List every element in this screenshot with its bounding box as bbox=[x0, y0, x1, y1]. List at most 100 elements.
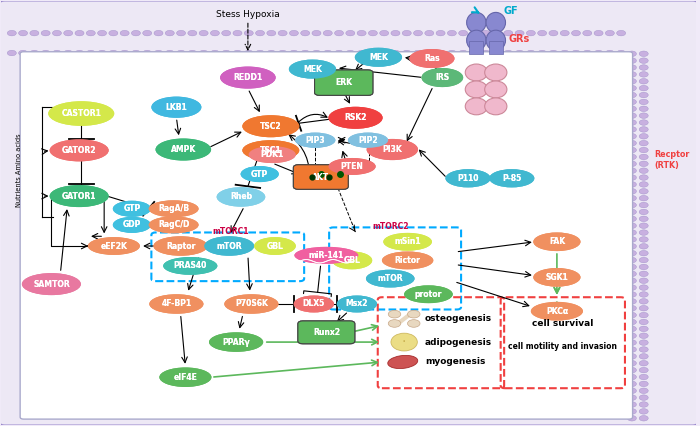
Circle shape bbox=[639, 354, 648, 359]
Text: IRS: IRS bbox=[435, 73, 449, 82]
Circle shape bbox=[379, 50, 389, 56]
Text: mTORC2: mTORC2 bbox=[372, 222, 409, 231]
Circle shape bbox=[627, 99, 636, 105]
Circle shape bbox=[30, 50, 39, 56]
Circle shape bbox=[414, 30, 423, 36]
FancyBboxPatch shape bbox=[293, 165, 348, 189]
Circle shape bbox=[188, 50, 197, 56]
Text: Msx2: Msx2 bbox=[346, 299, 368, 308]
Circle shape bbox=[627, 51, 636, 57]
Circle shape bbox=[639, 395, 648, 400]
Ellipse shape bbox=[421, 68, 463, 87]
Circle shape bbox=[560, 50, 569, 56]
Ellipse shape bbox=[367, 139, 418, 160]
Text: Ras: Ras bbox=[424, 54, 440, 63]
Text: IRS: IRS bbox=[435, 73, 449, 82]
Text: eIF4E: eIF4E bbox=[174, 373, 197, 382]
Text: cell motility and invasion: cell motility and invasion bbox=[508, 342, 617, 351]
Circle shape bbox=[289, 30, 298, 36]
Ellipse shape bbox=[533, 233, 580, 251]
Circle shape bbox=[639, 402, 648, 407]
Circle shape bbox=[256, 50, 265, 56]
Circle shape bbox=[41, 30, 50, 36]
Circle shape bbox=[346, 30, 355, 36]
Circle shape bbox=[335, 50, 344, 56]
Circle shape bbox=[52, 50, 62, 56]
Circle shape bbox=[627, 92, 636, 98]
Text: mTOR: mTOR bbox=[216, 242, 242, 250]
Ellipse shape bbox=[163, 257, 217, 275]
Ellipse shape bbox=[294, 296, 334, 312]
Circle shape bbox=[627, 175, 636, 180]
Ellipse shape bbox=[391, 333, 417, 351]
Ellipse shape bbox=[388, 355, 418, 368]
Circle shape bbox=[594, 30, 603, 36]
Circle shape bbox=[639, 292, 648, 297]
Text: ERK: ERK bbox=[335, 78, 352, 87]
Text: P-85: P-85 bbox=[502, 174, 522, 183]
Text: PKCα: PKCα bbox=[546, 307, 568, 316]
Ellipse shape bbox=[88, 237, 140, 255]
Circle shape bbox=[639, 196, 648, 201]
Circle shape bbox=[639, 319, 648, 325]
Circle shape bbox=[639, 72, 648, 77]
Ellipse shape bbox=[149, 294, 204, 314]
Circle shape bbox=[583, 30, 592, 36]
Ellipse shape bbox=[295, 247, 358, 264]
Ellipse shape bbox=[337, 296, 377, 312]
Ellipse shape bbox=[367, 139, 418, 160]
Circle shape bbox=[256, 30, 265, 36]
Circle shape bbox=[368, 30, 377, 36]
Circle shape bbox=[639, 85, 648, 91]
Circle shape bbox=[289, 50, 298, 56]
Ellipse shape bbox=[445, 169, 491, 187]
Text: REDD1: REDD1 bbox=[233, 73, 262, 82]
Text: CASTOR1: CASTOR1 bbox=[62, 109, 102, 118]
Text: Raptor: Raptor bbox=[166, 242, 195, 250]
Text: Runx2: Runx2 bbox=[313, 328, 340, 337]
Circle shape bbox=[447, 30, 456, 36]
Ellipse shape bbox=[328, 107, 383, 129]
Circle shape bbox=[639, 133, 648, 139]
Circle shape bbox=[75, 30, 84, 36]
Text: RagA/B: RagA/B bbox=[158, 204, 189, 213]
Circle shape bbox=[391, 50, 400, 56]
Circle shape bbox=[493, 50, 501, 56]
Text: Runx2: Runx2 bbox=[313, 328, 340, 337]
Ellipse shape bbox=[328, 158, 376, 175]
Circle shape bbox=[639, 51, 648, 57]
Text: P110: P110 bbox=[457, 174, 479, 183]
Circle shape bbox=[368, 50, 377, 56]
Ellipse shape bbox=[404, 285, 453, 303]
Text: SGK1: SGK1 bbox=[545, 273, 568, 282]
Text: PRAS40: PRAS40 bbox=[174, 262, 207, 271]
Circle shape bbox=[335, 30, 344, 36]
Ellipse shape bbox=[486, 12, 505, 33]
Text: GATOR1: GATOR1 bbox=[62, 192, 97, 201]
Ellipse shape bbox=[489, 169, 534, 187]
Text: Rictor: Rictor bbox=[395, 256, 421, 265]
Text: SAMTOR: SAMTOR bbox=[33, 279, 70, 288]
FancyBboxPatch shape bbox=[314, 70, 373, 95]
Text: REDD1: REDD1 bbox=[233, 73, 262, 82]
Circle shape bbox=[357, 30, 366, 36]
Text: SAMTOR: SAMTOR bbox=[33, 279, 70, 288]
Circle shape bbox=[627, 106, 636, 112]
Circle shape bbox=[639, 92, 648, 98]
Ellipse shape bbox=[466, 98, 487, 115]
Text: mSin1: mSin1 bbox=[394, 237, 421, 246]
Circle shape bbox=[154, 30, 163, 36]
Text: ·: · bbox=[402, 335, 406, 349]
Text: TSC2: TSC2 bbox=[260, 122, 281, 131]
Circle shape bbox=[389, 320, 401, 327]
Circle shape bbox=[470, 50, 479, 56]
Circle shape bbox=[425, 30, 434, 36]
Circle shape bbox=[639, 106, 648, 112]
Ellipse shape bbox=[355, 48, 402, 67]
Ellipse shape bbox=[533, 268, 580, 287]
Circle shape bbox=[402, 50, 412, 56]
Circle shape bbox=[639, 326, 648, 331]
Ellipse shape bbox=[217, 187, 265, 207]
Ellipse shape bbox=[148, 216, 199, 233]
Text: DLX5: DLX5 bbox=[302, 299, 325, 308]
